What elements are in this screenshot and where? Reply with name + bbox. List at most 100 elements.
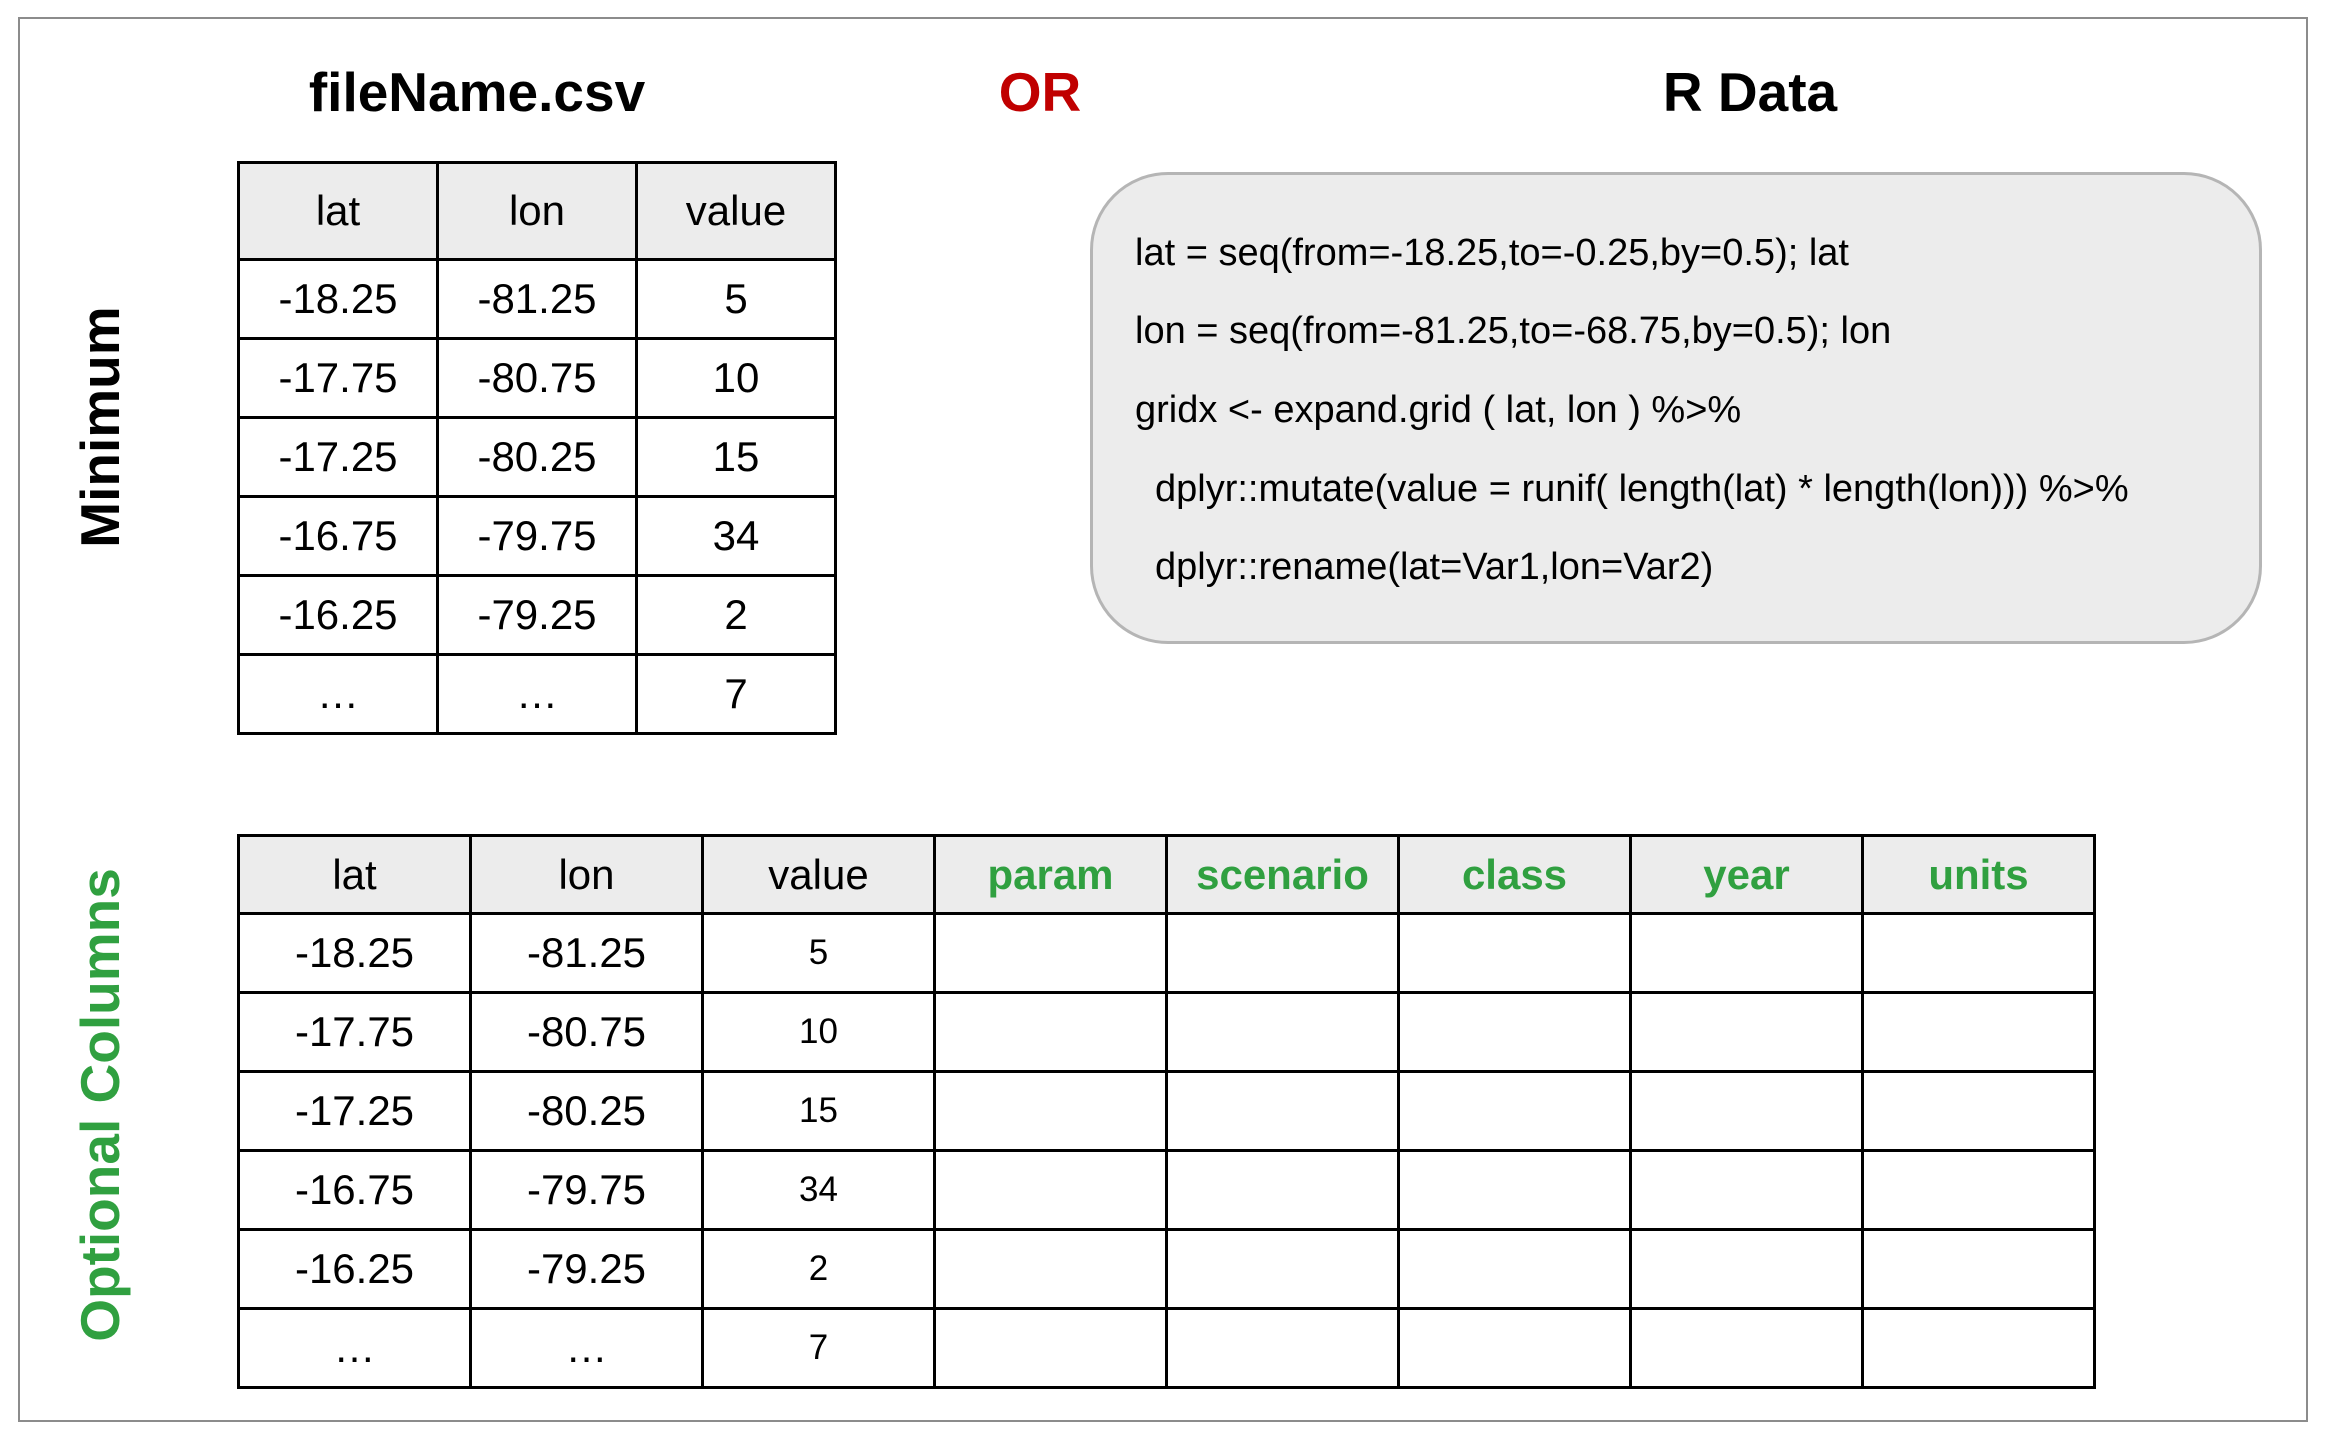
table-cell: -79.25 (436, 574, 638, 656)
empty-cell (1165, 912, 1400, 994)
table-row: -16.25 -79.25 2 (237, 1228, 2096, 1310)
optional-columns-table: lat lon value param scenario class year … (237, 834, 2096, 1389)
empty-cell (1861, 1228, 2096, 1310)
empty-cell (1629, 1149, 1864, 1231)
figure-frame (18, 17, 2308, 1422)
empty-cell (1165, 991, 1400, 1073)
table-cell: … (469, 1307, 704, 1389)
table-cell: -79.25 (469, 1228, 704, 1310)
table-cell: 34 (635, 495, 837, 577)
table-cell: 15 (635, 416, 837, 498)
empty-cell (1861, 991, 2096, 1073)
table-cell: -16.75 (237, 1149, 472, 1231)
empty-cell (933, 1307, 1168, 1389)
code-line: lat = seq(from=-18.25,to=-0.25,by=0.5); … (1135, 232, 1849, 274)
table-cell: 2 (701, 1228, 936, 1310)
empty-cell (1397, 1149, 1632, 1231)
empty-cell (1397, 991, 1632, 1073)
empty-cell (933, 991, 1168, 1073)
table-cell: -80.75 (436, 337, 638, 419)
table-cell: 34 (701, 1149, 936, 1231)
table-cell: -16.25 (237, 574, 439, 656)
minimum-table: lat lon value -18.25 -81.25 5 -17.75 -80… (237, 161, 837, 735)
empty-cell (933, 1149, 1168, 1231)
table-row: -16.25 -79.25 2 (237, 574, 837, 656)
code-line: lon = seq(from=-81.25,to=-68.75,by=0.5);… (1135, 310, 1892, 352)
empty-cell (1397, 1228, 1632, 1310)
table-cell: -81.25 (469, 912, 704, 994)
table-cell: 5 (635, 258, 837, 340)
empty-cell (933, 1228, 1168, 1310)
empty-cell (1629, 991, 1864, 1073)
table-row: … … 7 (237, 1307, 2096, 1389)
empty-cell (1629, 1070, 1864, 1152)
table-cell: 2 (635, 574, 837, 656)
empty-cell (1861, 1070, 2096, 1152)
table-cell: 10 (701, 991, 936, 1073)
table-cell: … (237, 1307, 472, 1389)
optional-column-header: year (1629, 834, 1864, 915)
table-row: -17.75 -80.75 10 (237, 337, 837, 419)
table-cell: -17.75 (237, 337, 439, 419)
table-cell: -16.25 (237, 1228, 472, 1310)
table-cell: -17.75 (237, 991, 472, 1073)
table-cell: … (237, 653, 439, 735)
empty-cell (1165, 1307, 1400, 1389)
empty-cell (1861, 1149, 2096, 1231)
empty-cell (1165, 1228, 1400, 1310)
table-header-row: lat lon value param scenario class year … (237, 834, 2096, 915)
code-line: gridx <- expand.grid ( lat, lon ) %>% (1135, 389, 1742, 431)
table-cell: -18.25 (237, 258, 439, 340)
column-header: value (635, 161, 837, 261)
table-cell: -80.25 (469, 1070, 704, 1152)
table-cell: 10 (635, 337, 837, 419)
table-cell: -79.75 (469, 1149, 704, 1231)
column-header: lon (469, 834, 704, 915)
optional-column-header: class (1397, 834, 1632, 915)
minimum-label: Minimum (69, 306, 131, 548)
table-header-row: lat lon value (237, 161, 837, 261)
table-row: -17.75 -80.75 10 (237, 991, 2096, 1073)
empty-cell (1397, 1070, 1632, 1152)
table-cell: … (436, 653, 638, 735)
or-heading: OR (998, 61, 1082, 123)
empty-cell (1397, 1307, 1632, 1389)
table-cell: 7 (635, 653, 837, 735)
table-row: -18.25 -81.25 5 (237, 258, 837, 340)
table-cell: 15 (701, 1070, 936, 1152)
empty-cell (1629, 1228, 1864, 1310)
table-cell: 7 (701, 1307, 936, 1389)
empty-cell (1861, 1307, 2096, 1389)
table-cell: 5 (701, 912, 936, 994)
code-line: dplyr::mutate(value = runif( length(lat)… (1155, 468, 2129, 510)
table-cell: -18.25 (237, 912, 472, 994)
table-row: -17.25 -80.25 15 (237, 416, 837, 498)
optional-column-header: units (1861, 834, 2096, 915)
column-header: lon (436, 161, 638, 261)
code-line: dplyr::rename(lat=Var1,lon=Var2) (1155, 546, 1714, 588)
empty-cell (1629, 912, 1864, 994)
column-header: lat (237, 834, 472, 915)
empty-cell (933, 912, 1168, 994)
table-cell: -79.75 (436, 495, 638, 577)
empty-cell (1861, 912, 2096, 994)
table-row: … … 7 (237, 653, 837, 735)
column-header: value (701, 834, 936, 915)
optional-column-header: param (933, 834, 1168, 915)
file-heading: fileName.csv (308, 61, 646, 123)
table-row: -17.25 -80.25 15 (237, 1070, 2096, 1152)
table-cell: -16.75 (237, 495, 439, 577)
table-row: -16.75 -79.75 34 (237, 1149, 2096, 1231)
table-cell: -17.25 (237, 1070, 472, 1152)
table-cell: -81.25 (436, 258, 638, 340)
empty-cell (1629, 1307, 1864, 1389)
table-cell: -80.25 (436, 416, 638, 498)
r-data-heading: R Data (1662, 61, 1838, 123)
table-row: -16.75 -79.75 34 (237, 495, 837, 577)
empty-cell (1165, 1149, 1400, 1231)
optional-column-header: scenario (1165, 834, 1400, 915)
table-cell: -17.25 (237, 416, 439, 498)
column-header: lat (237, 161, 439, 261)
empty-cell (1397, 912, 1632, 994)
table-row: -18.25 -81.25 5 (237, 912, 2096, 994)
